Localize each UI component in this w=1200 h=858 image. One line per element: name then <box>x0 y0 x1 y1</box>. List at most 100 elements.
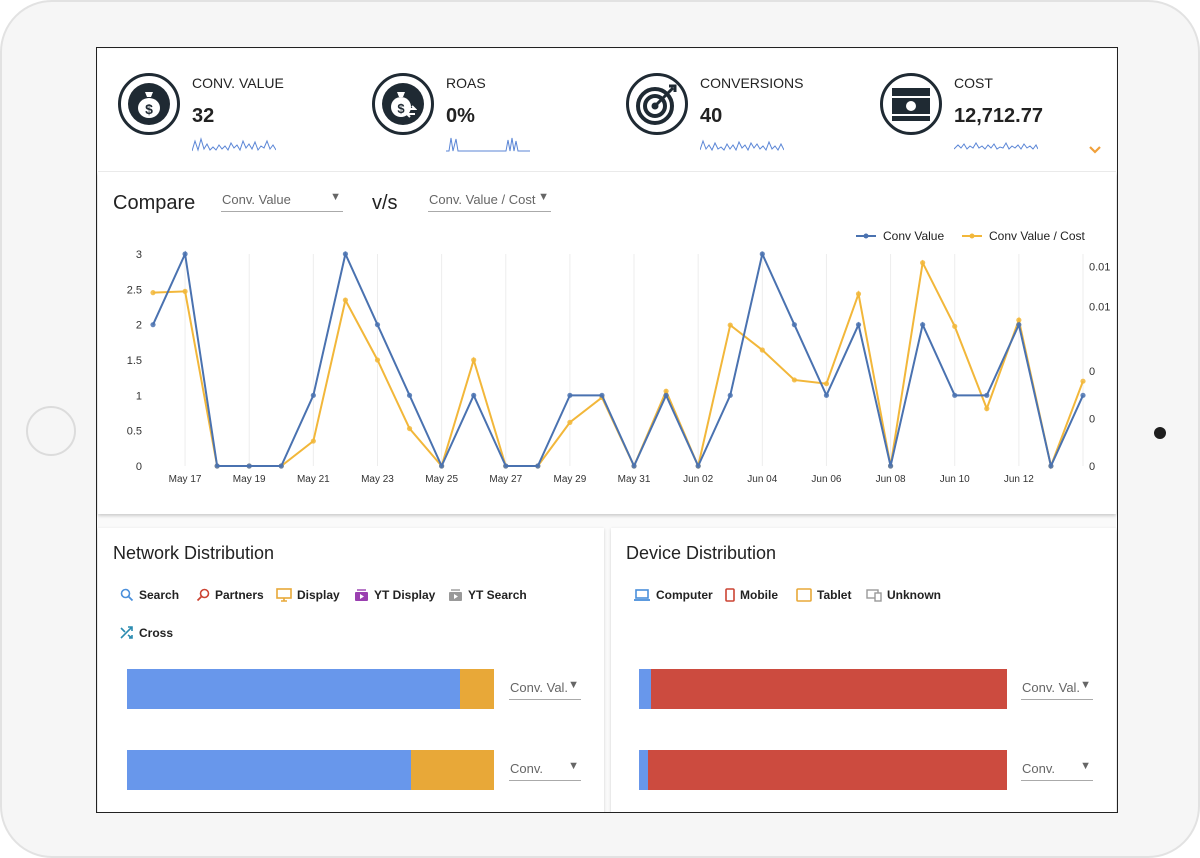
kpi-value: 0% <box>446 105 475 127</box>
kpi-conv-value[interactable]: $ CONV. VALUE 32 <box>98 49 352 171</box>
bar-segment-computer[interactable] <box>639 750 649 790</box>
y-tick-label-left: 3 <box>136 249 142 261</box>
tablet-icon <box>796 588 812 602</box>
legend-unknown[interactable]: Unknown <box>866 588 941 602</box>
network-bar-conv-value[interactable] <box>127 669 494 709</box>
data-point <box>952 392 958 398</box>
data-point <box>310 438 316 444</box>
legend-display[interactable]: Display <box>276 588 340 602</box>
data-point <box>278 463 284 469</box>
data-point <box>406 425 413 432</box>
data-point <box>791 377 797 383</box>
kpi-cost[interactable]: COST 12,712.77 <box>860 49 1114 171</box>
data-point <box>150 290 156 296</box>
data-point <box>1080 378 1086 384</box>
sparkline <box>446 137 530 152</box>
y-tick-label-right: 0 <box>1089 366 1095 378</box>
legend-mobile[interactable]: Mobile <box>725 588 778 602</box>
target-icon <box>626 73 688 135</box>
device-metric-select[interactable]: Conv. ▼ <box>1021 759 1093 781</box>
select-value: Conv. <box>1022 761 1055 776</box>
bar-segment-mobile[interactable] <box>650 669 1007 709</box>
legend-tablet[interactable]: Tablet <box>796 588 851 602</box>
data-point <box>663 392 669 398</box>
compare-metric-left-select[interactable]: Conv. Value ▼ <box>221 190 343 212</box>
data-point <box>150 322 156 328</box>
data-point <box>406 392 413 398</box>
legend-partners[interactable]: Partners <box>196 588 264 602</box>
legend-search[interactable]: Search <box>120 588 179 602</box>
y-tick-label-left: 2.5 <box>127 284 142 296</box>
y-tick-label-left: 0 <box>136 461 142 473</box>
select-value: Conv. Value <box>222 192 291 207</box>
data-point <box>759 251 765 257</box>
legend-label: Search <box>139 588 180 602</box>
data-point <box>535 463 541 469</box>
legend-cross[interactable]: Cross <box>120 626 173 640</box>
data-point <box>1080 392 1086 398</box>
x-tick-label: May 17 <box>169 474 202 485</box>
x-tick-label: May 21 <box>297 474 330 485</box>
bar-segment-display[interactable] <box>411 750 494 790</box>
data-point <box>855 322 862 328</box>
data-point <box>342 297 349 303</box>
network-bar-conversions[interactable] <box>127 750 494 790</box>
legend-computer[interactable]: Computer <box>633 588 713 602</box>
data-point <box>727 392 733 398</box>
y-tick-label-left: 0.5 <box>127 426 142 438</box>
data-point <box>182 251 188 257</box>
money-bag-exchange-icon: $ <box>372 73 434 135</box>
dropdown-arrow-icon: ▼ <box>568 679 579 691</box>
bar-segment-display[interactable] <box>460 669 494 709</box>
unknown-device-icon <box>866 589 882 602</box>
device-bar-conversions[interactable] <box>639 750 1007 790</box>
home-button[interactable] <box>26 406 76 456</box>
data-point <box>823 392 830 398</box>
data-point <box>695 463 701 469</box>
select-value: Conv. Value / Cost <box>429 192 536 207</box>
legend-yt-search[interactable]: YT Search <box>448 588 527 602</box>
bar-segment-mobile[interactable] <box>648 750 1007 790</box>
data-point <box>727 322 733 328</box>
vs-label: v/s <box>372 192 398 214</box>
legend-label: YT Display <box>374 588 436 602</box>
data-point <box>855 291 862 297</box>
data-point <box>214 463 220 469</box>
sparkline <box>700 139 784 152</box>
device-metric-select[interactable]: Conv. Val. ▼ <box>1021 678 1093 700</box>
data-point <box>984 406 990 412</box>
device-bar-conv-value[interactable] <box>639 669 1007 709</box>
bar-segment-computer[interactable] <box>639 669 651 709</box>
kpi-roas[interactable]: $ ROAS 0% <box>352 49 606 171</box>
x-tick-label: May 31 <box>618 474 651 485</box>
cash-stack-icon <box>880 73 942 135</box>
x-tick-label: May 23 <box>361 474 394 485</box>
data-point <box>663 388 669 394</box>
data-point <box>471 392 477 398</box>
network-distribution-card: Network Distribution Search Partners Dis… <box>98 528 604 812</box>
chevron-down-icon[interactable] <box>1088 145 1102 155</box>
legend-label: Computer <box>656 588 713 602</box>
device-title: Device Distribution <box>626 543 777 563</box>
money-bag-dollar-icon: $ <box>118 73 180 135</box>
sparkline <box>954 141 1038 150</box>
legend-swatch-marker <box>969 233 975 239</box>
legend-yt-display[interactable]: YT Display <box>354 588 435 602</box>
x-tick-label: Jun 10 <box>940 474 970 485</box>
dashboard-screen: $ CONV. VALUE 32 $ ROAS 0% CONVERSIONS 4… <box>96 47 1118 813</box>
y-tick-label-right: 0 <box>1089 414 1095 426</box>
network-metric-select[interactable]: Conv. Val. ▼ <box>509 678 581 700</box>
data-point <box>374 357 381 363</box>
kpi-conversions[interactable]: CONVERSIONS 40 <box>606 49 860 171</box>
select-value: Conv. Val. <box>1022 680 1081 695</box>
kpi-label: COST <box>954 75 993 91</box>
search-icon <box>120 588 134 602</box>
bar-segment-search[interactable] <box>127 750 412 790</box>
bar-segment-search[interactable] <box>127 669 461 709</box>
dropdown-arrow-icon: ▼ <box>1080 760 1091 772</box>
svg-text:$: $ <box>145 101 153 117</box>
compare-metric-right-select[interactable]: Conv. Value / Cost ▼ <box>428 190 551 212</box>
data-point <box>182 288 188 295</box>
network-metric-select[interactable]: Conv. ▼ <box>509 759 581 781</box>
data-point <box>471 357 477 363</box>
